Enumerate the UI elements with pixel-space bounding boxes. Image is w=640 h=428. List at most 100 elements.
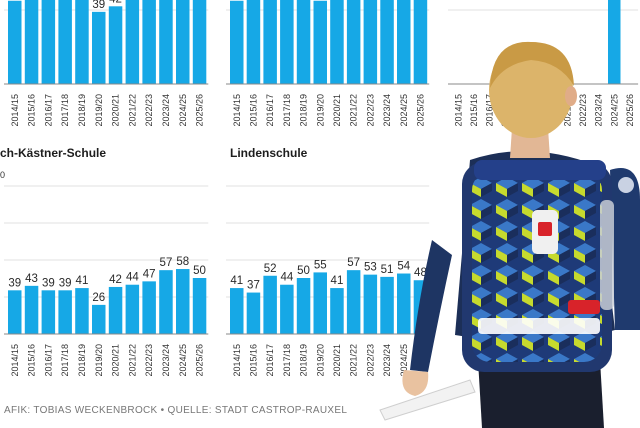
x-tick-label: 2025/26 (625, 94, 635, 127)
bar (75, 0, 89, 84)
x-tick-label: 2015/16 (248, 344, 258, 377)
side-backpack-shape (610, 168, 640, 330)
bar (192, 0, 207, 84)
bar (8, 290, 22, 334)
x-tick-label: 2025/26 (195, 344, 205, 377)
x-tick-label: 2019/20 (94, 344, 104, 377)
backpack-pattern (472, 172, 602, 362)
data-label: 55 (314, 259, 327, 271)
data-label: 44 (126, 272, 139, 284)
bar (159, 270, 173, 334)
data-label: 39 (42, 277, 55, 289)
x-tick-label: 2025/26 (415, 94, 425, 127)
x-tick-label: 2015/16 (27, 344, 37, 377)
bar (24, 285, 39, 334)
bar (413, 0, 428, 84)
data-label: 51 (381, 264, 394, 276)
x-tick-label: 2021/22 (349, 94, 359, 127)
bar (280, 284, 294, 334)
x-tick-label: 2017/18 (282, 94, 292, 127)
bar (313, 272, 327, 334)
bar (296, 278, 311, 334)
data-label: 39 (59, 277, 72, 289)
backpack-clasp-red (538, 222, 552, 236)
x-tick-label: 2023/24 (382, 94, 392, 127)
data-label: 37 (247, 280, 260, 292)
x-tick-label: 2015/16 (248, 94, 258, 127)
x-tick-label: 2016/17 (265, 344, 275, 377)
bar (41, 290, 56, 334)
x-tick-label: 2019/20 (315, 94, 325, 127)
x-tick-label: 2016/17 (43, 344, 53, 377)
bar (313, 0, 327, 84)
x-tick-label: 2025/26 (195, 94, 205, 127)
bar (108, 286, 123, 334)
arm-shape (410, 240, 452, 372)
x-tick-label: 2022/23 (144, 344, 154, 377)
bar (92, 304, 106, 334)
bar (24, 0, 39, 84)
x-tick-label: 2023/24 (161, 94, 171, 127)
x-tick-label: 2020/21 (111, 344, 121, 377)
bar (108, 6, 123, 84)
x-tick-label: 2020/21 (111, 94, 121, 127)
bar (280, 0, 294, 84)
data-label: 50 (297, 265, 310, 277)
data-label: 41 (331, 275, 344, 287)
bar (142, 0, 156, 84)
paper-shape (379, 379, 476, 421)
x-tick-label: 2016/17 (265, 94, 275, 127)
x-tick-label: 2018/19 (299, 344, 309, 377)
x-tick-label: 2022/23 (578, 94, 588, 127)
hair-shape (490, 41, 574, 88)
chart-panel-5: Lindenschule 41 2014/15 37 2015/16 52 2016/17 4… (226, 146, 430, 377)
bar (380, 276, 394, 334)
x-tick-label: 2016/17 (484, 94, 494, 127)
x-tick-label: 2024/25 (609, 94, 619, 127)
chart-title: ch-Kästner-Schule (0, 146, 106, 160)
x-tick-label: 2019/20 (94, 94, 104, 127)
chart-title: Lindenschule (230, 146, 308, 160)
x-tick-label: 2018/19 (77, 94, 87, 127)
bar (363, 274, 378, 334)
x-tick-label: 2024/25 (399, 94, 409, 127)
child-backpack-photo (379, 41, 640, 428)
bar (296, 0, 311, 84)
bar (346, 0, 361, 84)
x-tick-label: 2016/17 (43, 94, 53, 127)
x-tick-label: 2023/24 (594, 94, 604, 127)
x-tick-label: 2022/23 (144, 94, 154, 127)
x-tick-label: 2020/21 (332, 344, 342, 377)
data-label: 42 (109, 274, 122, 286)
data-label: 39 (92, 0, 105, 11)
backpack-side-strap (600, 200, 614, 310)
bar (330, 288, 344, 334)
data-label: 41 (76, 275, 89, 287)
data-label: 44 (280, 272, 293, 284)
x-tick-label: 2014/15 (10, 344, 20, 377)
ear-shape (565, 86, 577, 106)
bar (363, 0, 378, 84)
x-tick-label: 2018/19 (77, 344, 87, 377)
bar (8, 0, 22, 84)
data-label: 26 (92, 292, 105, 304)
x-tick-label: 2021/22 (127, 344, 137, 377)
backpack-top (474, 160, 606, 180)
chart-panel-1: 2014/15 2015/16 2016/17 2017/18 2018/19 39 201… (4, 0, 209, 127)
chart-panel-4: ch-Kästner-Schule 0 39 2014/15 43 2015/16 39 20… (0, 146, 209, 377)
data-label: 52 (264, 263, 277, 275)
bar (263, 275, 277, 334)
x-tick-label: 2024/25 (178, 344, 188, 377)
x-tick-label: 2024/25 (399, 344, 409, 377)
x-tick-label: 2017/18 (282, 344, 292, 377)
x-tick-label: 2021/22 (127, 94, 137, 127)
x-tick-label: 2014/15 (232, 344, 242, 377)
x-tick-label: 2019/20 (315, 344, 325, 377)
data-label: 47 (143, 268, 156, 280)
x-tick-label: 2023/24 (161, 344, 171, 377)
bar (58, 0, 72, 84)
chart-panel-2: 2014/15 2015/16 2016/17 2017/18 2018/19 2019/… (226, 0, 430, 127)
source-credit: AFIK: TOBIAS WECKENBROCK • QUELLE: STADT… (4, 405, 347, 416)
bar (246, 0, 261, 84)
